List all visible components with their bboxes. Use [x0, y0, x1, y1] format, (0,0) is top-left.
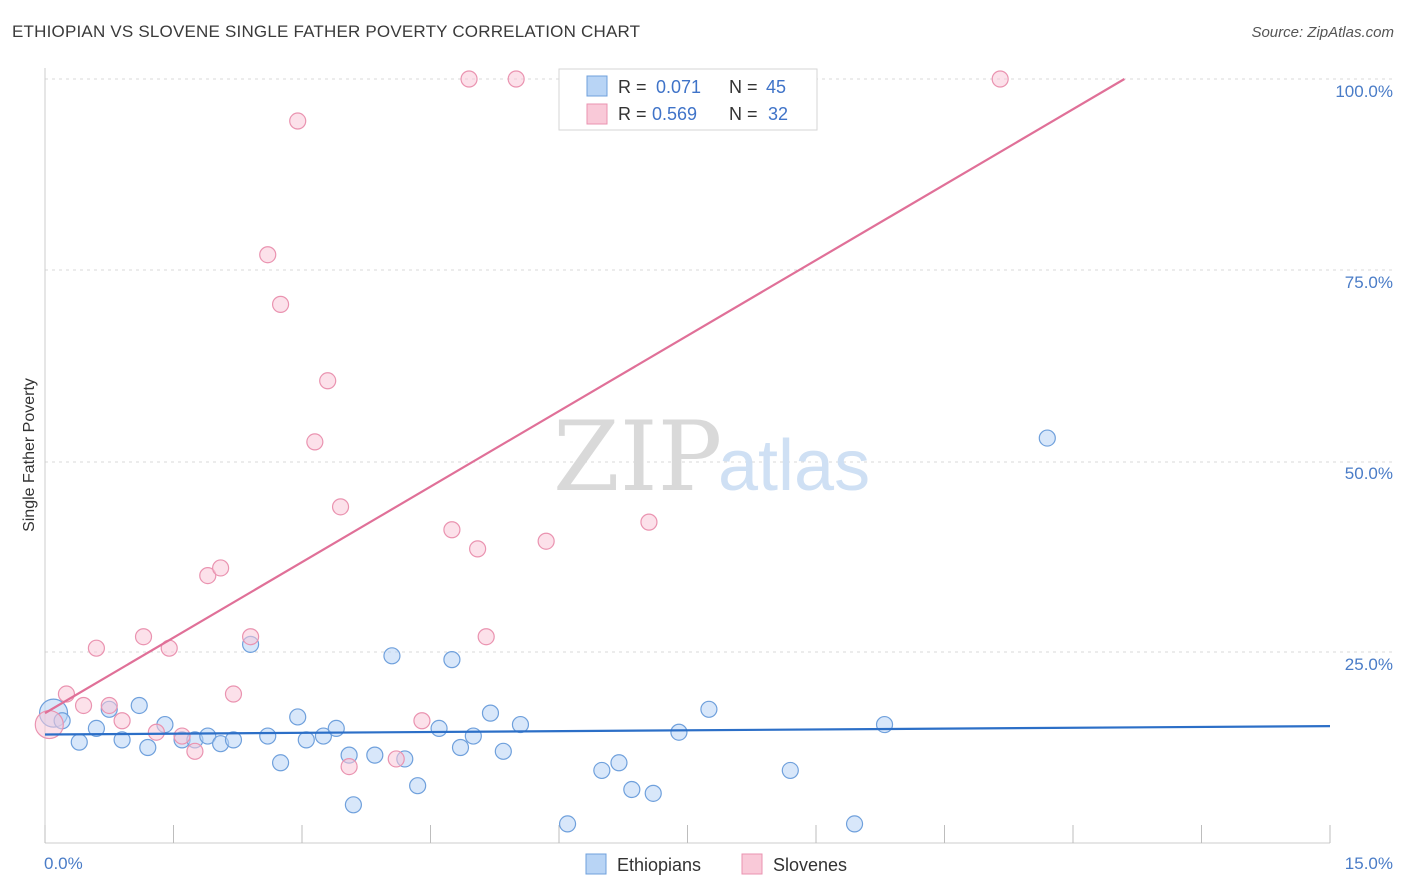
ethiopians-point-18: [297, 731, 315, 749]
watermark: ZIP atlas: [553, 401, 870, 513]
legend-n-label-ethiopians: N =: [729, 77, 758, 97]
ethiopians-point-33: [511, 715, 530, 734]
ethiopians-point-2: [70, 733, 88, 751]
slovenes-point-3: [87, 639, 106, 657]
ethiopians-point-42: [845, 815, 864, 833]
slovenes-point-9: [173, 727, 191, 745]
ethiopians-point-7: [139, 738, 157, 757]
x-tick-label-0: 0.0%: [44, 854, 83, 873]
ethiopians-point-23: [366, 746, 384, 764]
trend-layer: [44, 78, 1331, 736]
slovenes-point-20: [331, 498, 350, 516]
ethiopians-point-31: [481, 704, 500, 722]
slovenes-point-2: [74, 696, 93, 715]
slovenes-point-29: [537, 532, 555, 550]
ethiopians-point-38: [644, 784, 662, 802]
slovenes-point-19: [319, 372, 337, 390]
slovenes-point-18: [306, 433, 324, 451]
grid-layer: [45, 78, 1392, 653]
ethiopians-point-6: [130, 696, 148, 715]
ethiopians-point-39: [670, 723, 688, 741]
ethiopians-point-11: [199, 727, 217, 745]
slovenes-point-22: [387, 750, 405, 768]
slovenes-point-28: [507, 70, 525, 88]
y-tick-label-100: 100.0%: [1335, 82, 1393, 101]
ethiopians-point-13: [224, 731, 243, 749]
legend-r-label-ethiopians: R =: [618, 77, 647, 97]
legend-r-label-slovenes: R =: [618, 104, 647, 124]
ethiopians-point-29: [451, 738, 470, 757]
ethiopians-point-22: [344, 796, 362, 814]
slovenes-trend-line: [44, 78, 1125, 715]
legend-n-label-slovenes: N =: [729, 104, 758, 124]
axis-layer: Single Father Poverty 25.0% 50.0% 75.0% 100…: [21, 68, 1393, 873]
legend-swatch-slovenes: [586, 103, 608, 125]
slovenes-point-27: [477, 628, 495, 646]
legend-n-value-ethiopians: 45: [766, 77, 786, 97]
ethiopians-point-37: [623, 780, 641, 799]
x-tick-label-1: 15.0%: [1345, 854, 1393, 873]
ethiopians-point-34: [558, 815, 577, 833]
ethiopians-point-3: [87, 719, 106, 738]
y-tick-label-75: 75.0%: [1345, 273, 1393, 292]
ethiopians-point-24: [383, 647, 401, 665]
slovenes-point-23: [413, 712, 431, 730]
legend-n-value-slovenes: 32: [768, 104, 788, 124]
watermark-atlas: atlas: [718, 426, 870, 506]
slovenes-point-6: [134, 628, 153, 646]
slovenes-point-13: [224, 685, 243, 703]
slovenes-point-16: [271, 295, 290, 313]
legend-r-value-ethiopians: 0.071: [656, 77, 701, 97]
ethiopians-point-40: [700, 700, 718, 718]
slovenes-point-21: [340, 757, 358, 776]
ethiopians-point-20: [327, 719, 345, 738]
ethiopians-point-28: [443, 651, 461, 669]
ethiopians-point-27: [430, 719, 448, 738]
ethiopians-point-26: [409, 777, 427, 795]
y-axis-title: Single Father Poverty: [21, 378, 38, 532]
ethiopians-point-16: [271, 754, 290, 772]
ethiopians-point-43: [875, 715, 894, 734]
slovenes-point-17: [289, 112, 307, 130]
ethiopians-point-36: [610, 754, 628, 772]
slovenes-point-12: [212, 559, 230, 577]
source-label: Source: ZipAtlas.com: [1251, 24, 1394, 41]
legend-box: R = 0.071 N = 45 R = 0.569 N = 32: [558, 68, 818, 131]
ethiopians-trend-line: [44, 725, 1331, 736]
slovenes-point-31: [991, 70, 1009, 88]
ethiopians-point-44: [1038, 429, 1056, 447]
legend-swatch-ethiopians: [586, 75, 608, 97]
ethiopians-point-15: [259, 727, 277, 745]
ethiopians-point-32: [494, 742, 512, 760]
watermark-zip: ZIP: [553, 401, 722, 513]
bottom-legend-slovenes: Slovenes: [773, 855, 847, 875]
bottom-legend-ethiopians: Ethiopians: [617, 855, 701, 875]
slovenes-point-30: [640, 513, 658, 531]
ethiopians-point-30: [464, 727, 482, 745]
slovenes-point-26: [469, 540, 487, 558]
y-tick-label-25: 25.0%: [1345, 655, 1393, 674]
chart-title: ETHIOPIAN VS SLOVENE SINGLE FATHER POVER…: [12, 22, 641, 41]
bottom-legend-swatch-slovenes: [741, 853, 763, 875]
y-tick-label-50: 50.0%: [1345, 464, 1393, 483]
points-layer: [34, 70, 1056, 833]
slovenes-point-10: [186, 742, 204, 760]
ethiopians-point-17: [289, 708, 307, 726]
slovenes-point-7: [147, 723, 165, 741]
ethiopians-point-41: [781, 761, 799, 780]
slovenes-point-15: [259, 246, 277, 264]
bottom-legend-swatch-ethiopians: [585, 853, 607, 875]
slovenes-point-25: [460, 70, 478, 88]
ethiopians-point-5: [113, 731, 131, 749]
ethiopians-point-35: [593, 761, 611, 780]
slovenes-point-4: [100, 696, 118, 715]
slovenes-point-5: [113, 712, 131, 730]
slovenes-point-14: [242, 628, 260, 646]
bottom-legend: Ethiopians Slovenes: [585, 853, 847, 875]
slovenes-point-24: [443, 521, 461, 539]
legend-r-value-slovenes: 0.569: [652, 104, 697, 124]
slovenes-point-11: [199, 566, 217, 585]
